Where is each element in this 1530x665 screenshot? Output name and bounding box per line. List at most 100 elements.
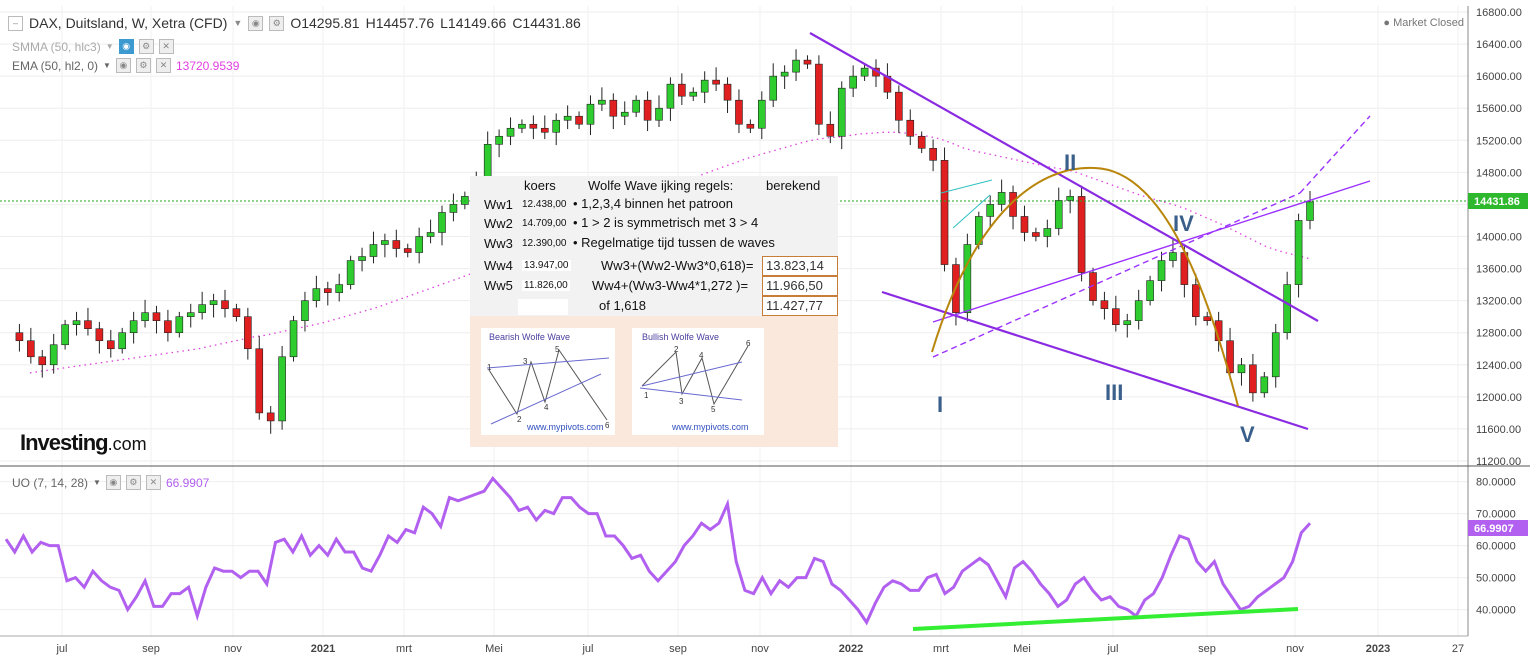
candle	[141, 312, 149, 321]
row-ww3-rule: • Regelmatige tijd tussen de waves	[573, 235, 775, 250]
row-ww5-formula: Ww4+(Ww3-Ww4*1,272 )=	[592, 278, 749, 293]
uo-tick-1: 70.0000	[1476, 509, 1516, 521]
candle	[175, 316, 184, 334]
time-axis: jul sep nov 2021 mrt Mei jul sep nov 2022 mrt Mei ju…	[55, 643, 1464, 655]
candle	[780, 71, 789, 77]
candle	[426, 232, 435, 237]
time-tick-6: jul	[581, 643, 593, 655]
candle	[38, 356, 47, 366]
candle	[449, 204, 458, 213]
svg-text:5: 5	[711, 405, 716, 414]
candle	[666, 83, 675, 109]
candle	[655, 107, 663, 121]
candle	[312, 288, 321, 301]
symbol-title[interactable]: DAX, Duitsland, W, Xetra (CFD)	[29, 15, 228, 31]
svg-text:4: 4	[544, 403, 549, 412]
candle	[826, 123, 835, 137]
candle	[369, 244, 378, 257]
candle	[746, 123, 755, 129]
target-line-1	[932, 192, 1301, 358]
price-tick-4: 15200.00	[1476, 135, 1522, 147]
candle	[392, 240, 401, 249]
gear-icon[interactable]: ⚙	[269, 15, 285, 31]
wave-label-1: I	[937, 392, 943, 417]
row-ww1-name: Ww1	[484, 197, 513, 212]
candle	[1112, 308, 1120, 325]
candle	[358, 256, 366, 261]
uo-tick-0: 80.0000	[1476, 477, 1516, 489]
candle	[346, 260, 355, 285]
ohlc-low: L14149.66	[440, 15, 507, 31]
candle	[643, 99, 652, 121]
candle	[1134, 300, 1143, 321]
candle	[1271, 332, 1280, 378]
price-tick-8: 13600.00	[1476, 264, 1522, 276]
time-tick-0: jul	[55, 643, 67, 655]
time-tick-16: 27	[1452, 643, 1464, 655]
candle	[518, 123, 526, 129]
candle	[301, 300, 309, 321]
price-axis: 16800.00 16400.00 16000.00 15600.00 15200.00…	[1476, 7, 1522, 468]
row-ww2-rule: • 1 > 2 is symmetrisch met 3 > 4	[573, 215, 759, 230]
candle	[106, 340, 115, 350]
ema-indicator[interactable]: EMA (50, hl2, 0) ▼ ◉ ⚙ ✕ 13720.9539	[12, 58, 240, 73]
target-line-2	[1299, 115, 1371, 194]
candle	[1294, 220, 1303, 285]
wave-label-3: III	[1105, 380, 1123, 405]
price-tick-2: 16000.00	[1476, 71, 1522, 83]
row-ww2-value: 14.709,00	[522, 218, 567, 229]
candle	[84, 320, 92, 330]
chevron-down-icon[interactable]: ▼	[233, 18, 243, 28]
price-tick-1: 16400.00	[1476, 39, 1522, 51]
candle	[1191, 284, 1200, 317]
chart-header: – DAX, Duitsland, W, Xetra (CFD) ▼ ◉ ⚙ O1…	[8, 15, 581, 31]
time-tick-11: Mei	[1013, 643, 1031, 655]
candle	[940, 160, 949, 265]
close-icon: ✕	[155, 58, 171, 73]
candle	[609, 99, 618, 117]
price-tick-11: 12400.00	[1476, 360, 1522, 372]
candle	[198, 304, 206, 313]
candle	[438, 212, 446, 233]
time-tick-2: nov	[224, 643, 242, 655]
candle	[483, 143, 492, 181]
svg-text:2: 2	[517, 415, 522, 424]
row-ww1-rule: • 1,2,3,4 binnen het patroon	[573, 196, 733, 211]
gear-icon: ⚙	[125, 475, 141, 490]
candle	[244, 316, 252, 350]
candle	[769, 75, 778, 101]
row-ww1-value: 12.438,00	[522, 199, 567, 210]
collapse-icon[interactable]: –	[8, 15, 23, 31]
candle	[1123, 320, 1132, 325]
price-tick-14: 11200.00	[1476, 456, 1521, 468]
result-ww5: 11.966,50	[762, 276, 838, 296]
candle	[506, 127, 515, 137]
eye-icon[interactable]: ◉	[248, 15, 264, 31]
uo-indicator[interactable]: UO (7, 14, 28) ▼ ◉ ⚙ ✕ 66.9907	[12, 475, 210, 490]
candle	[95, 328, 104, 342]
row-ww3-value: 12.390,00	[522, 238, 567, 249]
time-tick-1: sep	[142, 643, 160, 655]
candle	[1146, 280, 1154, 301]
candle	[266, 412, 275, 422]
candle	[278, 356, 286, 422]
investing-logo: Investing.com	[20, 430, 147, 455]
candle	[1169, 252, 1177, 261]
time-tick-3: 2021	[311, 643, 335, 655]
eye-icon: ◉	[105, 475, 121, 490]
candle	[803, 59, 812, 65]
ema-path	[29, 131, 1311, 374]
candles	[15, 49, 1314, 434]
candle	[461, 196, 469, 205]
extra-formula: of 1,618	[599, 298, 646, 313]
candle	[1203, 316, 1212, 321]
candle	[129, 320, 138, 334]
candle	[15, 332, 24, 342]
candle	[986, 204, 995, 217]
candle	[49, 344, 58, 366]
smma-indicator[interactable]: SMMA (50, hlc3) ▼ ◉ ⚙ ✕	[12, 39, 174, 54]
wolfe-wave-info-box: koers Wolfe Wave ijking regels: berekend…	[470, 176, 838, 447]
time-tick-7: sep	[669, 643, 687, 655]
last-price-tag	[1468, 193, 1528, 209]
candle	[792, 59, 800, 73]
